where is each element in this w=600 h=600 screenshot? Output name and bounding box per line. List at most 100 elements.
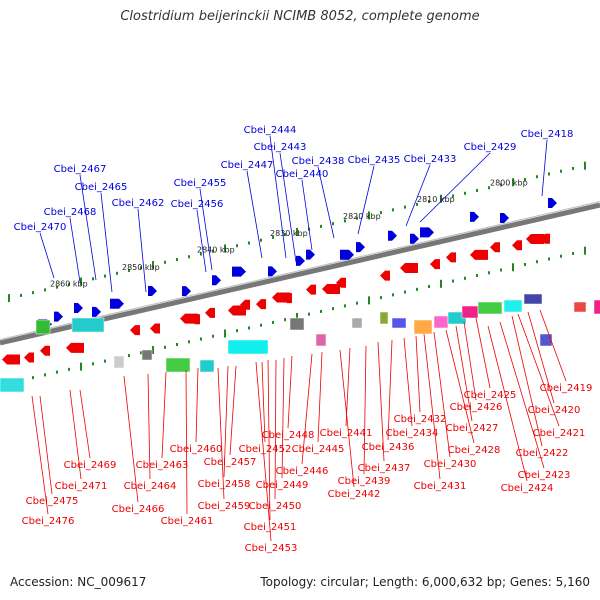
upper-scale-tick — [320, 224, 322, 228]
upper-scale-tick — [500, 183, 502, 187]
reverse-gene-arrow — [24, 352, 34, 363]
gene-label: Cbei_2469 — [64, 460, 117, 471]
forward-gene-arrow — [148, 285, 157, 296]
upper-scale-tick — [104, 274, 106, 278]
label-leader-line — [377, 341, 385, 462]
gene-label: Cbei_2421 — [533, 428, 586, 439]
lower-scale-tick — [356, 301, 358, 305]
forward-gene-arrow — [296, 255, 305, 266]
gene-label: Cbei_2460 — [170, 444, 223, 455]
feature-block — [227, 339, 269, 355]
label-leader-line — [419, 152, 491, 223]
forward-gene-arrow — [410, 233, 419, 244]
gene-label: Cbei_2435 — [348, 155, 401, 166]
label-leader-line — [255, 361, 272, 542]
gene-label: Cbei_2420 — [528, 405, 581, 416]
label-leader-line — [195, 367, 199, 443]
backbone-highlight — [0, 201, 600, 340]
gene-label: Cbei_2446 — [276, 466, 329, 477]
label-leader-line — [31, 395, 49, 515]
forward-gene-arrow — [356, 242, 365, 253]
lower-scale-tick — [284, 318, 286, 322]
upper-scale-tick — [404, 205, 406, 209]
reverse-gene-arrow — [2, 354, 20, 365]
label-leader-line — [475, 317, 491, 389]
upper-scale-tick — [476, 189, 478, 193]
forward-gene-arrow — [268, 266, 277, 277]
feature-block — [523, 293, 543, 305]
forward-gene-arrow — [232, 266, 246, 277]
upper-scale-tick — [272, 235, 274, 239]
upper-scale-tick — [584, 161, 586, 170]
gene-label: Cbei_2447 — [221, 160, 274, 171]
gene-label: Cbei_2433 — [404, 154, 457, 165]
upper-scale-tick — [176, 258, 178, 262]
lower-scale-tick — [440, 279, 442, 288]
upper-scale-tick — [248, 241, 250, 245]
label-leader-line — [517, 313, 560, 427]
feature-block — [433, 315, 449, 329]
gene-label: Cbei_2468 — [44, 207, 97, 218]
scale-label: 2840 kbp — [197, 246, 235, 255]
upper-scale-tick — [44, 288, 46, 292]
upper-scale-tick — [140, 266, 142, 270]
lower-scale-tick — [308, 312, 310, 316]
feature-block — [35, 319, 51, 335]
forward-gene-arrow — [212, 275, 221, 286]
lower-scale-tick — [140, 351, 142, 355]
label-leader-line — [499, 321, 545, 469]
lower-scale-tick — [272, 320, 274, 324]
lower-scale-tick — [464, 276, 466, 280]
label-leader-line — [301, 353, 313, 465]
gene-label: Cbei_2475 — [26, 496, 79, 507]
lower-scale-tick — [236, 329, 238, 333]
feature-block — [593, 299, 600, 315]
label-leader-line — [274, 359, 277, 500]
label-leader-line — [511, 315, 543, 447]
lower-scale-tick — [476, 274, 478, 278]
lower-scale-tick — [524, 262, 526, 266]
reverse-gene-arrow — [490, 242, 500, 253]
feature-block — [351, 317, 363, 329]
label-leader-line — [147, 373, 151, 480]
label-leader-line — [69, 217, 81, 283]
label-leader-line — [415, 335, 421, 413]
feature-block — [503, 299, 523, 313]
lower-scale-tick — [224, 329, 226, 338]
label-leader-line — [487, 325, 528, 482]
map-title: Clostridium beijerinckii NCIMB 8052, com… — [120, 9, 480, 24]
label-leader-line — [317, 351, 323, 443]
lower-scale-tick — [584, 246, 586, 255]
feature-block — [289, 317, 305, 331]
label-leader-line — [317, 166, 335, 239]
gene-label: Cbei_2463 — [136, 460, 189, 471]
lower-scale-tick — [404, 290, 406, 294]
label-leader-line — [79, 174, 97, 281]
upper-scale-tick — [128, 269, 130, 273]
label-leader-line — [423, 333, 441, 480]
reverse-gene-arrow — [526, 234, 544, 245]
upper-scale-tick — [452, 194, 454, 198]
reverse-gene-arrow — [240, 299, 250, 310]
gene-label: Cbei_2464 — [124, 481, 177, 492]
feature-block — [165, 357, 191, 373]
lower-scale-tick — [368, 296, 370, 305]
lower-scale-tick — [320, 309, 322, 313]
forward-gene-arrow — [340, 249, 354, 260]
label-leader-line — [196, 209, 207, 273]
label-leader-line — [287, 355, 293, 429]
gene-label: Cbei_2434 — [386, 428, 439, 439]
reverse-gene-arrow — [512, 240, 522, 251]
reverse-gene-arrow — [430, 259, 440, 270]
lower-scale-tick — [560, 254, 562, 258]
scale-label: 2830 kbp — [270, 229, 308, 238]
gene-label: Cbei_2440 — [276, 169, 329, 180]
gene-label: Cbei_2426 — [450, 402, 503, 413]
gene-label: Cbei_2442 — [328, 489, 381, 500]
gene-label: Cbei_2452 — [239, 444, 292, 455]
upper-scale-tick — [392, 208, 394, 212]
reverse-gene-arrow — [40, 345, 50, 356]
label-leader-line — [433, 331, 451, 458]
upper-scale-tick — [152, 261, 154, 270]
